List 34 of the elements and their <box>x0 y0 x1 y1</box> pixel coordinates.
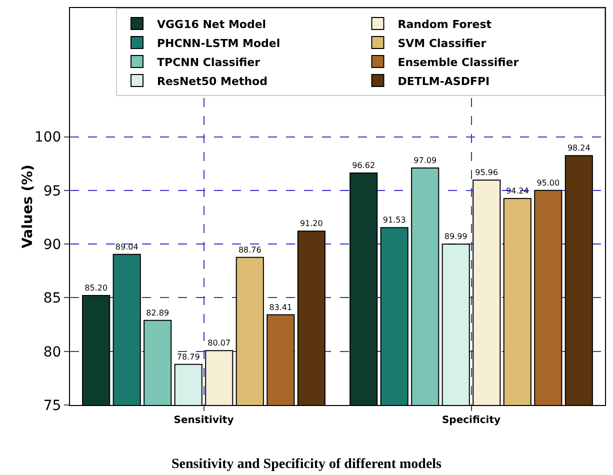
x-tick-label: Sensitivity <box>174 415 234 426</box>
y-tick-label: 85 <box>43 290 62 307</box>
data-label: 91.53 <box>382 216 406 225</box>
y-tick-label: 90 <box>43 236 62 253</box>
y-axis-title: Values (%) <box>20 164 36 248</box>
data-label: 89.04 <box>115 242 138 252</box>
legend-label: PHCNN-LSTM Model <box>157 36 280 50</box>
data-label: 95.00 <box>536 178 560 188</box>
y-tick-label: 100 <box>34 130 62 146</box>
data-label: 91.20 <box>300 219 323 228</box>
data-label: 96.62 <box>352 161 376 170</box>
y-tick-label: 75 <box>43 398 62 414</box>
text: Sensitivity and Specificity of different models <box>171 456 442 472</box>
legend-label: SVM Classifier <box>398 36 487 50</box>
legend-label: Ensemble Classifier <box>398 56 520 69</box>
data-label: 83.41 <box>269 302 292 312</box>
legend-label: DETLM-ASDFPI <box>398 74 490 88</box>
data-label: 94.24 <box>506 186 529 196</box>
data-label: 80.07 <box>208 338 231 348</box>
data-label: 95.96 <box>475 168 498 178</box>
data-label: 97.09 <box>414 156 437 165</box>
y-tick-label: 80 <box>43 344 62 360</box>
data-label: 78.79 <box>176 352 200 362</box>
data-label: 82.89 <box>146 308 170 318</box>
y-tick-label: 95 <box>43 183 62 200</box>
legend-label: ResNet50 Method <box>157 74 268 88</box>
legend-label: Random Forest <box>398 18 492 31</box>
data-label: 89.99 <box>444 232 468 242</box>
data-label: 85.20 <box>84 284 108 293</box>
data-label: 98.24 <box>567 144 590 153</box>
legend-label: TPCNN Classifier <box>157 56 261 69</box>
data-label: 88.76 <box>238 245 262 254</box>
x-tick-label: Specificity <box>442 415 502 426</box>
legend-label: VGG16 Net Model <box>157 18 266 31</box>
